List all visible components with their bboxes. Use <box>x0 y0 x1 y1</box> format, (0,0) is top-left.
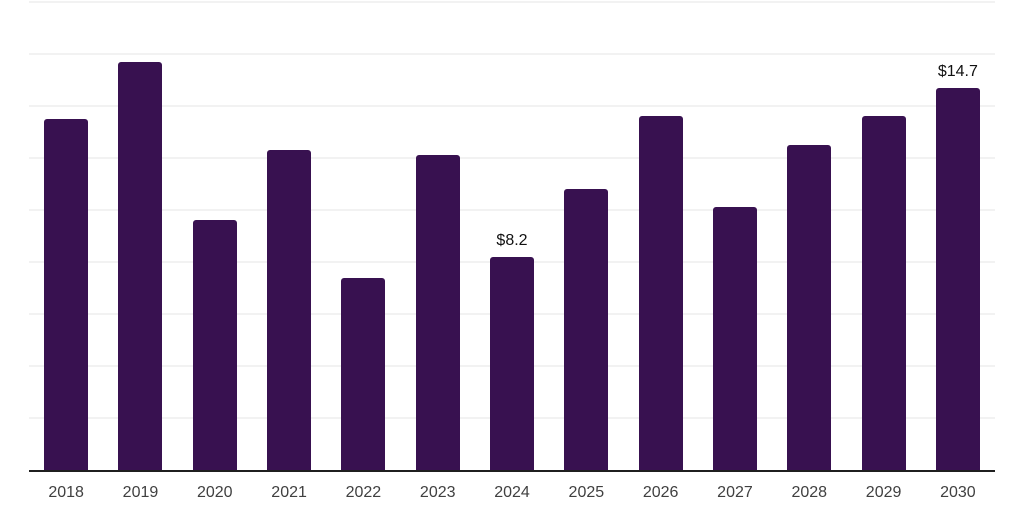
gridline <box>29 1 995 3</box>
plot-area: $8.2 $14.7 <box>29 0 995 472</box>
bar-2023 <box>415 155 460 470</box>
x-tick-label-2024: 2024 <box>494 484 530 501</box>
gridline <box>29 53 995 55</box>
x-tick-label-2019: 2019 <box>122 484 159 501</box>
data-label-2030: $14.7 <box>937 62 978 80</box>
bar-2018 <box>44 119 89 470</box>
gridline <box>29 157 995 159</box>
x-tick-label-2025: 2025 <box>568 484 605 501</box>
x-tick-label-2023: 2023 <box>419 484 456 501</box>
x-tick-label-2028: 2028 <box>791 484 828 501</box>
bar-2028 <box>787 145 832 470</box>
bar-2020 <box>192 220 237 470</box>
x-tick-label-2026: 2026 <box>642 484 679 501</box>
bar-2030 <box>935 87 980 470</box>
x-tick-label-2021: 2021 <box>271 484 307 501</box>
bar-2019 <box>118 61 163 470</box>
gridline <box>29 209 995 211</box>
x-tick-label-2027: 2027 <box>717 484 753 501</box>
data-label-2024: $8.2 <box>496 231 528 249</box>
x-axis: 2018 2019 2020 2021 2022 2023 2024 2025 2026 2027… <box>29 481 995 505</box>
x-tick-label-2029: 2029 <box>865 484 902 501</box>
x-tick-label-2020: 2020 <box>196 484 233 501</box>
x-tick-label-2030: 2030 <box>940 484 976 501</box>
bar-2024 <box>490 256 534 470</box>
bar-2025 <box>564 189 609 470</box>
bar-2022 <box>341 277 386 470</box>
gridline <box>29 105 995 107</box>
bar-2027 <box>712 207 757 470</box>
bar-2026 <box>638 116 683 470</box>
bar-2021 <box>267 150 312 470</box>
bar-2029 <box>861 116 906 470</box>
x-tick-label-2022: 2022 <box>345 484 382 501</box>
x-tick-label-2018: 2018 <box>48 484 84 501</box>
